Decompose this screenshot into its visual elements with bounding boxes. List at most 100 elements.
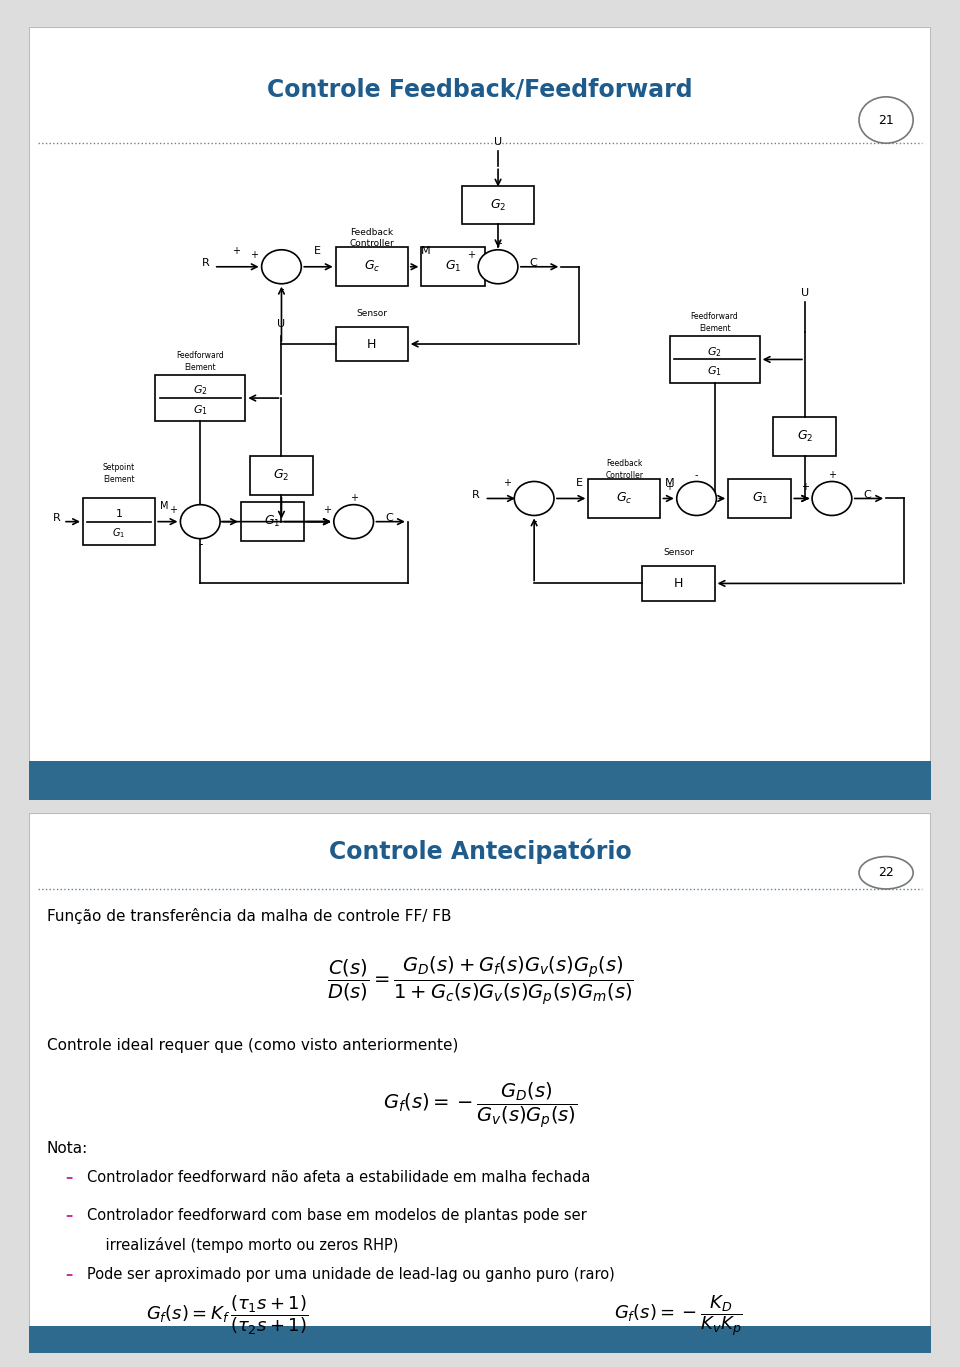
- Text: C: C: [530, 258, 538, 268]
- Text: +: +: [323, 504, 330, 515]
- Text: Element: Element: [699, 324, 731, 334]
- Text: Pode ser aproximado por uma unidade de lead-lag ou ganho puro (raro): Pode ser aproximado por uma unidade de l…: [87, 1267, 615, 1282]
- Text: E: E: [314, 246, 321, 257]
- Text: H: H: [674, 577, 684, 591]
- Text: –: –: [65, 1170, 72, 1185]
- Text: Nota:: Nota:: [47, 1140, 88, 1155]
- Text: $G_2$: $G_2$: [797, 429, 813, 444]
- FancyBboxPatch shape: [29, 761, 931, 800]
- Text: $G_2$: $G_2$: [708, 344, 722, 358]
- Text: Controller: Controller: [349, 239, 395, 247]
- Text: +: +: [503, 478, 511, 488]
- FancyBboxPatch shape: [29, 1326, 931, 1353]
- Text: +: +: [169, 504, 178, 515]
- Text: +: +: [232, 246, 240, 257]
- Text: +: +: [494, 239, 502, 249]
- Text: $G_f(s) = -\dfrac{G_D(s)}{G_v(s)G_p(s)}$: $G_f(s) = -\dfrac{G_D(s)}{G_v(s)G_p(s)}$: [383, 1080, 577, 1131]
- Text: Controlador feedforward não afeta a estabilidade em malha fechada: Controlador feedforward não afeta a esta…: [87, 1170, 590, 1185]
- FancyBboxPatch shape: [336, 247, 408, 286]
- Circle shape: [180, 504, 220, 539]
- Text: R: R: [53, 513, 60, 522]
- Circle shape: [859, 857, 913, 889]
- Text: +: +: [349, 493, 358, 503]
- Text: R: R: [472, 489, 480, 499]
- Text: Sensor: Sensor: [663, 548, 694, 556]
- Text: R: R: [202, 258, 209, 268]
- Text: U: U: [277, 319, 285, 328]
- Text: M: M: [421, 246, 431, 257]
- Text: -: -: [198, 539, 203, 551]
- FancyBboxPatch shape: [156, 375, 246, 421]
- Text: Controle ideal requer que (como visto anteriormente): Controle ideal requer que (como visto an…: [47, 1038, 458, 1053]
- Text: +: +: [665, 483, 674, 492]
- Text: $G_1$: $G_1$: [444, 260, 461, 275]
- Text: Feedback: Feedback: [350, 227, 394, 236]
- Text: Sensor: Sensor: [356, 309, 387, 317]
- Text: 1: 1: [115, 509, 123, 519]
- Text: Controle Feedback/Feedforward: Controle Feedback/Feedforward: [267, 77, 693, 101]
- Text: C: C: [385, 513, 393, 522]
- Text: Função de transferência da malha de controle FF/ FB: Função de transferência da malha de cont…: [47, 908, 451, 924]
- Text: Element: Element: [184, 362, 216, 372]
- FancyBboxPatch shape: [241, 502, 304, 541]
- FancyBboxPatch shape: [462, 186, 534, 224]
- Text: irrealizável (tempo morto ou zeros RHP): irrealizável (tempo morto ou zeros RHP): [87, 1237, 398, 1254]
- Circle shape: [859, 97, 913, 144]
- Text: M: M: [160, 502, 168, 511]
- Circle shape: [478, 250, 517, 284]
- Text: $G_1$: $G_1$: [708, 364, 722, 377]
- FancyBboxPatch shape: [250, 457, 313, 495]
- Text: $G_1$: $G_1$: [752, 491, 768, 506]
- Text: Element: Element: [104, 474, 134, 484]
- Text: Controle Antecipatório: Controle Antecipatório: [328, 838, 632, 864]
- Text: $G_1$: $G_1$: [112, 526, 126, 540]
- FancyBboxPatch shape: [29, 813, 931, 1353]
- Text: 22: 22: [878, 867, 894, 879]
- Text: $G_1$: $G_1$: [264, 514, 280, 529]
- FancyBboxPatch shape: [588, 480, 660, 518]
- Circle shape: [334, 504, 373, 539]
- Text: Feedback: Feedback: [606, 459, 642, 469]
- Text: E: E: [576, 478, 583, 488]
- Text: $\dfrac{C(s)}{D(s)} = \dfrac{G_D(s) + G_f(s)G_v(s)G_p(s)}{1 + G_c(s)G_v(s)G_p(s): $\dfrac{C(s)}{D(s)} = \dfrac{G_D(s) + G_…: [326, 954, 634, 1007]
- Text: 21: 21: [878, 113, 894, 127]
- Text: M: M: [664, 478, 674, 488]
- Text: +: +: [467, 250, 475, 260]
- Circle shape: [677, 481, 716, 515]
- FancyBboxPatch shape: [669, 336, 759, 383]
- Text: $G_2$: $G_2$: [274, 468, 290, 483]
- Text: Controlador feedforward com base em modelos de plantas pode ser: Controlador feedforward com base em mode…: [87, 1207, 588, 1222]
- Text: Controller: Controller: [606, 470, 643, 480]
- Circle shape: [262, 250, 301, 284]
- FancyBboxPatch shape: [773, 417, 836, 457]
- FancyBboxPatch shape: [29, 27, 931, 800]
- Text: $G_c$: $G_c$: [364, 260, 380, 275]
- Text: U: U: [494, 137, 502, 148]
- Text: Feedforward: Feedforward: [691, 313, 738, 321]
- FancyBboxPatch shape: [728, 480, 791, 518]
- Text: H: H: [367, 338, 376, 350]
- Text: -: -: [532, 515, 537, 528]
- Text: $G_c$: $G_c$: [616, 491, 633, 506]
- Text: $G_2$: $G_2$: [193, 384, 207, 398]
- Circle shape: [515, 481, 554, 515]
- Text: +: +: [828, 470, 836, 480]
- Text: Feedforward: Feedforward: [177, 351, 224, 360]
- Text: –: –: [65, 1207, 72, 1222]
- Circle shape: [812, 481, 852, 515]
- Text: +: +: [801, 483, 809, 492]
- FancyBboxPatch shape: [83, 499, 156, 545]
- Text: $G_f(s) = K_f\,\dfrac{(\tau_1 s + 1)}{(\tau_2 s + 1)}$: $G_f(s) = K_f\,\dfrac{(\tau_1 s + 1)}{(\…: [146, 1293, 308, 1337]
- Text: U: U: [801, 287, 809, 298]
- Text: –: –: [65, 1267, 72, 1282]
- Text: -: -: [279, 283, 284, 297]
- FancyBboxPatch shape: [421, 247, 485, 286]
- Text: +: +: [251, 250, 258, 260]
- Text: -: -: [695, 470, 698, 480]
- FancyBboxPatch shape: [336, 327, 408, 361]
- Text: $G_1$: $G_1$: [193, 403, 207, 417]
- Text: $G_2$: $G_2$: [490, 197, 506, 212]
- Text: C: C: [863, 489, 872, 499]
- FancyBboxPatch shape: [642, 566, 714, 601]
- Text: $G_f(s) = -\dfrac{K_D}{K_v K_p}$: $G_f(s) = -\dfrac{K_D}{K_v K_p}$: [614, 1293, 743, 1338]
